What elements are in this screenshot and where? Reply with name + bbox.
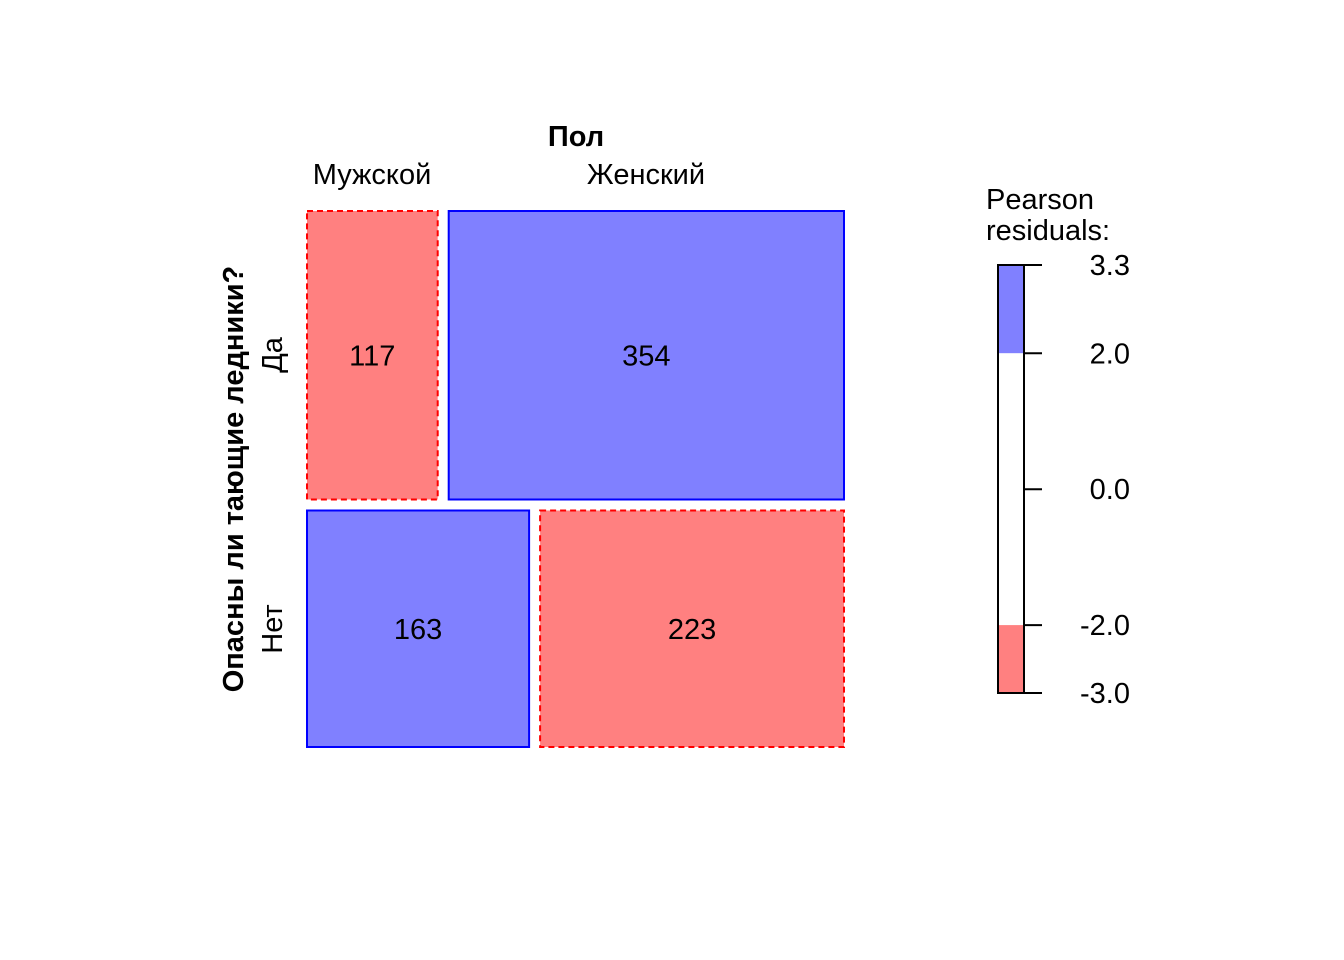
legend-title-line2: residuals: [986, 215, 1110, 247]
row-label-yes: Да [257, 336, 289, 373]
legend-tick-label-2: 0.0 [1090, 474, 1130, 506]
tile-label-1-0: 163 [394, 614, 442, 646]
row-variable-title: Опасны ли тающие ледники? [218, 266, 250, 693]
tile-label-0-0: 117 [349, 340, 395, 372]
column-label-female: Женский [587, 159, 705, 191]
tile-0-1 [447, 210, 845, 501]
row-label-no: Нет [257, 604, 289, 653]
legend-frame [997, 264, 1025, 694]
legend-title-line1: Pearson [986, 184, 1094, 216]
tile-label-0-1: 354 [622, 340, 670, 372]
legend-band-2 [998, 625, 1024, 693]
legend-band-1 [998, 353, 1024, 625]
tile-1-0 [306, 509, 531, 748]
legend-band-0 [998, 265, 1024, 354]
legend-ticks: 3.3 2.0 0.0 -2.0 -3.0 [1024, 250, 1130, 710]
legend-tick-label-4: -3.0 [1080, 678, 1130, 710]
mosaic-tiles: 117 354 163 223 [306, 210, 845, 748]
legend-tick-label-1: 2.0 [1090, 338, 1130, 370]
legend: Pearson residuals: 3.3 2.0 0.0 -2.0 -3.0 [986, 184, 1130, 710]
legend-color-bar [997, 264, 1025, 694]
legend-tick-label-3: -2.0 [1080, 610, 1130, 642]
tile-1-1 [539, 509, 845, 748]
tile-label-1-1: 223 [668, 614, 716, 646]
legend-tick-label-0: 3.3 [1090, 250, 1130, 282]
column-label-male: Мужской [313, 159, 432, 191]
tile-0-0 [306, 210, 439, 501]
column-variable-title: Пол [548, 121, 604, 153]
